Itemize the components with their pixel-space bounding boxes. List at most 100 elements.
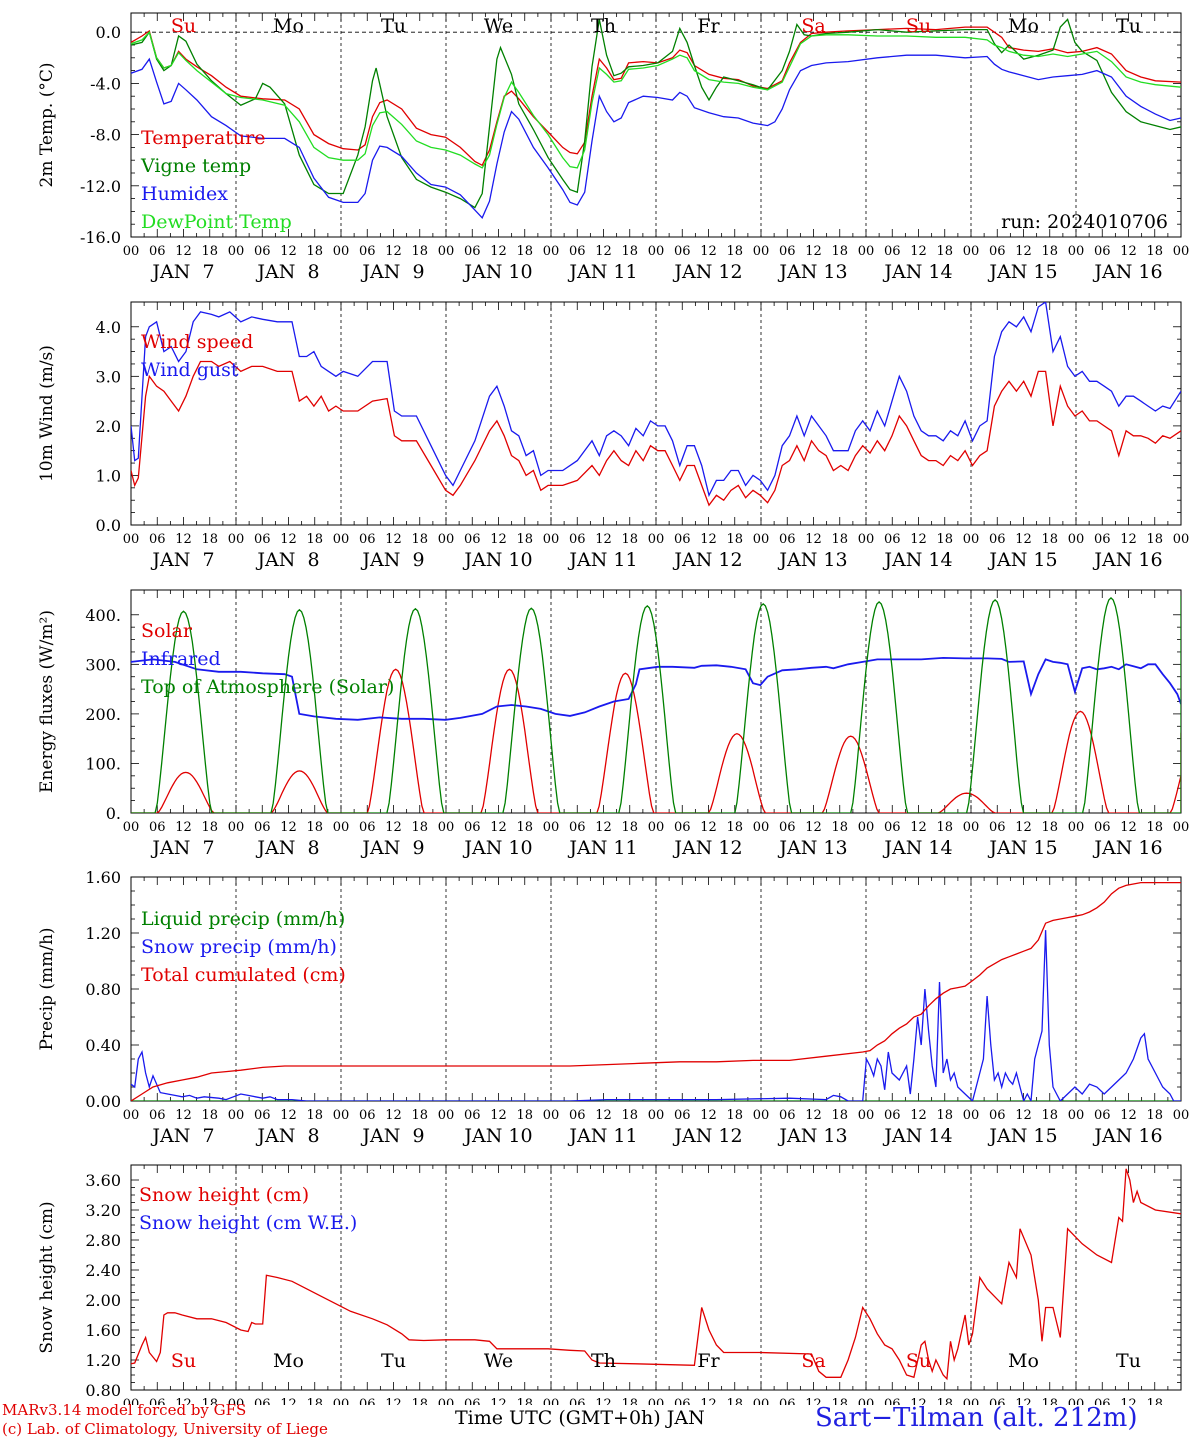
hour-label: 00	[438, 1397, 455, 1405]
legend-entry: Vigne temp	[140, 155, 251, 177]
hour-label: 00	[963, 1108, 980, 1123]
legend-entry: Total cumulated (cm)	[141, 964, 346, 986]
hour-label: 00	[1173, 244, 1190, 259]
hour-label: 00	[753, 820, 770, 835]
weekday-label: Fr	[697, 15, 720, 37]
hour-label: 18	[201, 1108, 218, 1123]
legend-entry: Humidex	[141, 183, 228, 205]
hour-label: 00	[543, 1397, 560, 1405]
series-line	[131, 18, 1181, 209]
legend-entry: Liquid precip (mm/h)	[141, 908, 345, 930]
day-label: JAN 16	[1092, 837, 1162, 859]
hour-label: 06	[254, 532, 271, 547]
hour-label: 18	[831, 820, 848, 835]
hour-label: 06	[464, 532, 481, 547]
legend-entry: Wind speed	[141, 331, 253, 353]
day-label: JAN 11	[567, 261, 637, 283]
hour-label: 00	[228, 244, 245, 259]
y-tick-label: 1.20	[85, 924, 121, 943]
hour-label: 06	[464, 244, 481, 259]
y-tick-label: 1.60	[85, 1321, 121, 1340]
weekday-label: Fr	[697, 1350, 720, 1372]
y-tick-label: 2.00	[85, 1291, 121, 1310]
hour-label: 18	[1146, 1108, 1163, 1123]
hour-label: 06	[149, 1108, 166, 1123]
series-group	[131, 18, 1181, 219]
hour-label: 00	[228, 820, 245, 835]
day-label: JAN 13	[777, 1125, 847, 1147]
legend-entry: Wind gust	[141, 359, 239, 381]
hour-label: 06	[1094, 1108, 1111, 1123]
y-tick-label: 2.80	[85, 1231, 121, 1250]
hour-label: 18	[831, 244, 848, 259]
y-tick-label: 1.20	[85, 1351, 121, 1370]
hour-label: 12	[595, 532, 612, 547]
hour-label: 06	[779, 532, 796, 547]
hour-label: 00	[123, 820, 140, 835]
y-tick-label: 2.0	[96, 417, 121, 436]
hour-label: 18	[306, 820, 323, 835]
hour-label: 06	[1094, 244, 1111, 259]
hour-label: 00	[123, 532, 140, 547]
hour-label: 00	[858, 820, 875, 835]
y-tick-label: 3.0	[96, 367, 121, 386]
hour-label: 12	[490, 532, 507, 547]
weekday-label: Tu	[381, 15, 406, 37]
weekday-label: Th	[591, 15, 616, 37]
hour-label: 00	[753, 1108, 770, 1123]
hour-label: 18	[621, 1108, 638, 1123]
y-tick-label: -16.0	[80, 228, 121, 247]
hour-label: 18	[516, 532, 533, 547]
hour-label: 00	[543, 532, 560, 547]
hour-label: 00	[1173, 820, 1190, 835]
legend-entry: Temperature	[141, 127, 265, 149]
hour-label: 06	[674, 532, 691, 547]
day-label: JAN 7	[150, 837, 214, 859]
legend-entry: Snow height (cm)	[139, 1184, 309, 1206]
plot-frame	[130, 12, 1182, 238]
hour-label: 18	[621, 820, 638, 835]
hour-label: 12	[700, 820, 717, 835]
day-label: JAN 11	[567, 837, 637, 859]
hour-label: 00	[543, 244, 560, 259]
hour-label: 06	[1094, 532, 1111, 547]
y-tick-label: 0.00	[85, 1092, 121, 1111]
day-label: JAN 13	[777, 549, 847, 571]
hour-label: 00	[1068, 532, 1085, 547]
hour-label: 06	[569, 1108, 586, 1123]
hour-label: 00	[858, 532, 875, 547]
hour-label: 12	[910, 244, 927, 259]
legend-entry: Infrared	[141, 648, 221, 670]
y-tick-label: 0.0	[96, 23, 121, 42]
hour-label: 12	[805, 244, 822, 259]
hour-label: 00	[963, 244, 980, 259]
hour-label: 18	[1146, 532, 1163, 547]
series-group	[131, 881, 1181, 1101]
hour-label: 12	[385, 1108, 402, 1123]
legend-entry: Solar	[141, 620, 193, 642]
hour-label: 12	[595, 244, 612, 259]
weekday-label: We	[484, 1350, 513, 1372]
day-label: JAN 9	[360, 1125, 424, 1147]
weekday-label: Mo	[1008, 15, 1039, 37]
hour-label: 12	[1120, 820, 1137, 835]
y-tick-label: 3.60	[85, 1171, 121, 1190]
hour-label: 00	[648, 532, 665, 547]
weekday-label: Tu	[381, 1350, 406, 1372]
hour-label: 00	[963, 820, 980, 835]
hour-label: 18	[621, 1397, 638, 1405]
hour-label: 18	[936, 820, 953, 835]
hour-label: 12	[175, 820, 192, 835]
day-label: JAN 10	[462, 549, 532, 571]
weekday-label: Sa	[801, 15, 825, 37]
hour-label: 06	[884, 820, 901, 835]
hour-label: 00	[963, 532, 980, 547]
day-label: JAN 10	[462, 261, 532, 283]
hour-label: 18	[411, 1108, 428, 1123]
hour-label: 06	[464, 1108, 481, 1123]
hour-label: 12	[700, 1108, 717, 1123]
hour-label: 06	[254, 1397, 271, 1405]
hour-label: 00	[333, 1108, 350, 1123]
hour-label: 18	[1041, 244, 1058, 259]
plot-frame	[130, 301, 1182, 526]
